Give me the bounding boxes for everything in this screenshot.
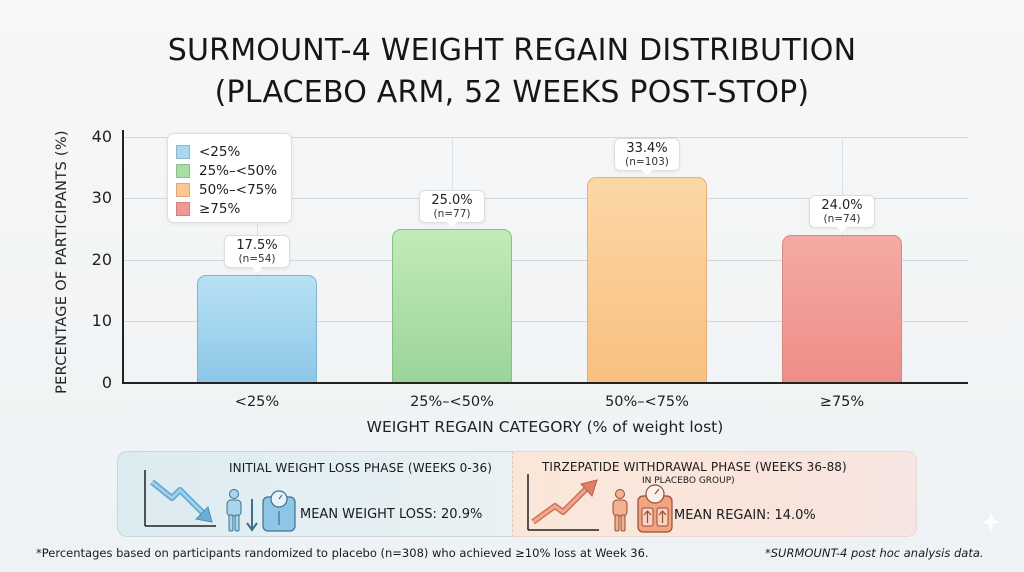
x-tick-gte75: ≥75% (819, 394, 865, 410)
bar-n: (n=54) (238, 253, 276, 265)
legend-item-25-50[interactable]: 25%–<50% (176, 161, 291, 180)
downtrend-chart-icon (144, 470, 216, 527)
footnote-right: *SURMOUNT-4 post hoc analysis data. (765, 546, 984, 560)
legend-label: 25%–<50% (199, 162, 278, 179)
x-tick-25-50: 25%–<50% (410, 394, 494, 410)
legend-swatch-red (176, 201, 190, 216)
arrow-down-icon (246, 499, 258, 532)
legend-swatch-orange (176, 182, 190, 197)
legend-label: 50%–<75% (199, 181, 278, 198)
y-tick-40: 40 (91, 127, 112, 146)
bar-n: (n=74) (823, 213, 861, 225)
legend-item-gte75[interactable]: ≥75% (176, 199, 291, 218)
mean-weight-loss-stat: MEAN WEIGHT LOSS: 20.9% (300, 507, 483, 522)
bar-value: 25.0% (431, 193, 473, 208)
scale-up-icon (637, 484, 673, 533)
x-axis-line (122, 382, 968, 384)
chart-title: SURMOUNT-4 WEIGHT REGAIN DISTRIBUTION (P… (0, 30, 1024, 114)
gridline-10 (122, 321, 968, 322)
legend-swatch-blue (176, 144, 190, 159)
legend-label: ≥75% (199, 200, 241, 217)
initial-weight-loss-panel: INITIAL WEIGHT LOSS PHASE (WEEKS 0-36) M… (117, 451, 516, 537)
bar-gte75[interactable] (782, 235, 902, 383)
legend: <25% 25%–<50% 50%–<75% ≥75% (167, 133, 292, 223)
y-axis-label: PERCENTAGE OF PARTICIPANTS (%) (54, 130, 70, 394)
gridline-40 (122, 137, 968, 138)
x-tick-lt25: <25% (234, 394, 280, 410)
gridline-20 (122, 260, 968, 261)
legend-item-50-75[interactable]: 50%–<75% (176, 180, 291, 199)
legend-label: <25% (199, 143, 241, 160)
y-tick-20: 20 (91, 250, 112, 269)
sparkle-icon (980, 511, 1002, 533)
bar-label-25-50: 25.0% (n=77) (419, 190, 485, 228)
panel-title: INITIAL WEIGHT LOSS PHASE (WEEKS 0-36) (229, 461, 493, 475)
withdrawal-phase-panel: TIRZEPATIDE WITHDRAWAL PHASE (WEEKS 36-8… (512, 451, 917, 537)
scale-icon (262, 490, 296, 532)
bar-25-50[interactable] (392, 229, 512, 383)
panel-subtitle: IN PLACEBO GROUP) (642, 476, 735, 486)
bar-n: (n=77) (433, 208, 471, 220)
footnote-left: *Percentages based on participants rando… (36, 546, 649, 560)
x-axis-label: WEIGHT REGAIN CATEGORY (% of weight lost… (366, 418, 724, 436)
person-icon (226, 489, 242, 532)
gridline-30 (122, 198, 968, 199)
y-tick-30: 30 (91, 188, 112, 207)
bar-value: 24.0% (821, 198, 863, 213)
bar-n: (n=103) (625, 156, 669, 168)
y-tick-0: 0 (101, 373, 112, 392)
bar-label-gte75: 24.0% (n=74) (809, 195, 875, 233)
y-axis-line (122, 130, 124, 384)
legend-item-lt25[interactable]: <25% (176, 142, 291, 161)
person-icon (612, 489, 628, 532)
x-tick-50-75: 50%–<75% (605, 394, 689, 410)
uptrend-chart-icon (527, 474, 599, 531)
bar-50-75[interactable] (587, 177, 707, 383)
chart-title-line-2: (PLACEBO ARM, 52 WEEKS POST-STOP) (214, 75, 810, 110)
bar-label-50-75: 33.4% (n=103) (614, 138, 680, 176)
legend-swatch-green (176, 163, 190, 178)
bar-lt25[interactable] (197, 275, 317, 383)
chart-title-line-1: SURMOUNT-4 WEIGHT REGAIN DISTRIBUTION (167, 33, 857, 68)
bar-value: 17.5% (236, 238, 278, 253)
y-tick-10: 10 (91, 311, 112, 330)
bar-label-lt25: 17.5% (n=54) (224, 235, 290, 273)
mean-regain-stat: MEAN REGAIN: 14.0% (674, 508, 816, 523)
bar-value: 33.4% (626, 141, 668, 156)
panel-title: TIRZEPATIDE WITHDRAWAL PHASE (WEEKS 36-8… (542, 460, 847, 474)
